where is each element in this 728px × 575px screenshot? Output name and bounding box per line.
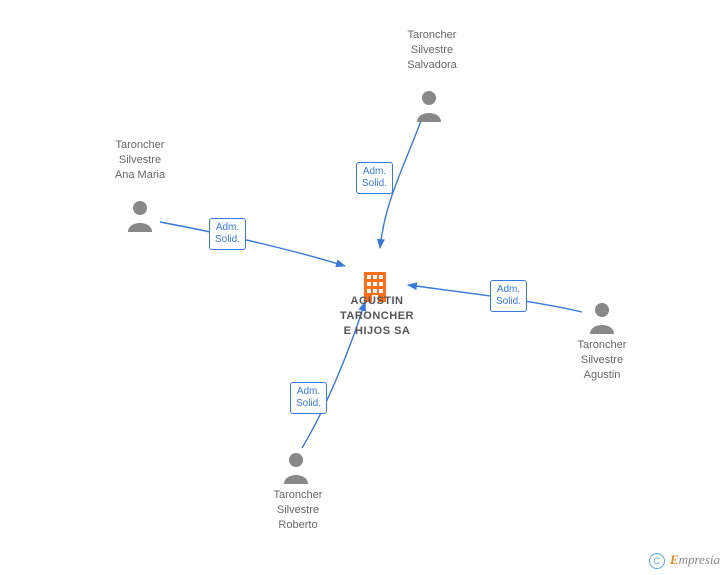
footer-credit: C Empresia [649,552,720,569]
edge-ana [160,222,345,266]
edge-label-ana: Adm. Solid. [209,218,246,250]
person-icon-agustin [586,300,618,334]
person-icon-salvadora [413,88,445,122]
copyright-icon: C [649,553,665,569]
company-label: AGUSTIN TARONCHER E HIJOS SA [332,294,422,339]
person-label-salvadora: Taroncher Silvestre Salvadora [392,28,472,73]
edge-label-salvadora: Adm. Solid. [356,162,393,194]
person-label-ana: Taroncher Silvestre Ana Maria [100,138,180,183]
person-icon-ana [124,198,156,232]
edge-label-roberto: Adm. Solid. [290,382,327,414]
person-label-agustin: Taroncher Silvestre Agustin [562,338,642,383]
person-icon-roberto [280,450,312,484]
edge-label-agustin: Adm. Solid. [490,280,527,312]
footer-brand: Empresia [670,552,720,567]
person-label-roberto: Taroncher Silvestre Roberto [258,488,338,533]
